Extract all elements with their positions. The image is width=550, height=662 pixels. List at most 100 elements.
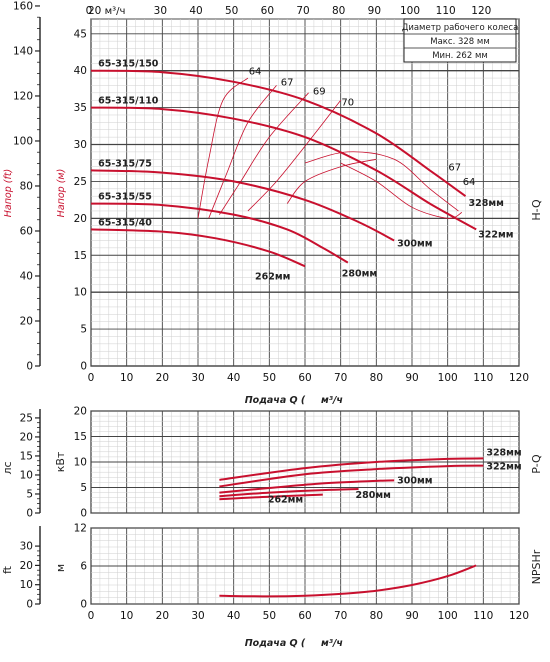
hq-series-label: 262мм: [255, 271, 290, 282]
npsh-x-tick-label: 110: [473, 610, 493, 622]
npsh-x-tick-label: 0: [88, 610, 95, 622]
hq-top-tick-label: 100: [400, 5, 420, 17]
pq-series-label: 280мм: [356, 490, 391, 501]
npsh-x-title: Подача Q (: [245, 638, 306, 649]
hq-series-label: 280мм: [342, 269, 377, 280]
hq-efficiency-label: 64: [249, 66, 262, 77]
hq-top-tick-label: 30: [154, 5, 167, 17]
pq-series-label: 328мм: [486, 447, 521, 458]
hq-top-tick-label: 0: [86, 5, 93, 17]
hq-top-tick-label: 20: [88, 5, 101, 17]
npsh-x-tick-label: 120: [509, 610, 529, 622]
hq-efficiency-label: 67: [448, 162, 461, 173]
hq-y-tick-label: 30: [74, 139, 87, 151]
hq-y-tick-label: 0: [80, 361, 87, 373]
pq-y-tick-label: 20: [74, 406, 87, 418]
pq-series-label: 300мм: [397, 475, 432, 486]
hq-x-tick-label: 10: [120, 372, 133, 384]
hq-y-tick-label: 45: [74, 28, 87, 40]
hq-x-tick-label: 0: [88, 372, 95, 384]
npsh-x-tick-label: 70: [334, 610, 347, 622]
npsh-x-tick-label: 80: [370, 610, 383, 622]
hq-x-tick-label: 110: [473, 372, 493, 384]
hq-model-label: 65-315/40: [98, 217, 152, 228]
hq-top-tick-label: 60: [261, 5, 274, 17]
npsh-x-tick-label: 30: [191, 610, 204, 622]
npsh-series-0: [219, 564, 477, 598]
npsh-ft-axis-tick-label: 30: [20, 541, 33, 553]
hq-model-label: 65-315/150: [98, 59, 159, 70]
hq-efficiency-line: [304, 151, 459, 212]
pq-series-2: [219, 479, 395, 494]
hq-top-tick-label: 110: [436, 5, 456, 17]
legend-min: Мин. 262 мм: [432, 51, 488, 61]
hq-efficiency-label: 67: [281, 77, 294, 88]
pq-series-label: 262мм: [268, 495, 303, 506]
pq-series-3: [219, 488, 359, 498]
legend-max: Макс. 328 мм: [430, 37, 490, 47]
npsh-y-tick-label: 0: [80, 599, 87, 611]
legend-title: Диаметр рабочего колеса: [402, 23, 519, 33]
npsh-x-tick-label: 10: [120, 610, 133, 622]
pq-y-tick-label: 5: [80, 482, 87, 494]
hq-ft-axis-tick-label: 80: [20, 180, 33, 192]
npsh-ft-axis-tick-label: 0: [26, 599, 33, 611]
hq-top-tick-label: 70: [296, 5, 309, 17]
hq-model-label: 65-315/110: [98, 96, 159, 107]
hq-top-tick-label: 80: [332, 5, 345, 17]
pq-hp-axis-tick-label: 15: [20, 450, 33, 462]
hq-efficiency-line: [286, 158, 377, 204]
pq-hp-axis-tick-label: 5: [26, 488, 33, 500]
hq-top-tick-label: 50: [225, 5, 238, 17]
hq-x-title: Подача Q (: [245, 395, 306, 406]
pq-hp-axis-tick-label: 25: [20, 412, 33, 424]
hq-efficiency-line: [247, 99, 342, 212]
npsh-x-tick-label: 100: [438, 610, 458, 622]
hq-y-tick-label: 10: [74, 287, 87, 299]
hq-y-tick-label: 25: [74, 176, 87, 188]
hq-x-tick-label: 50: [263, 372, 276, 384]
hq-model-label: 65-315/75: [98, 158, 152, 169]
hq-series-label: 328мм: [469, 198, 504, 209]
hq-model-label: 65-315/55: [98, 192, 152, 203]
hq-series-label: 322мм: [478, 229, 513, 240]
hq-x-tick-label: 90: [405, 372, 418, 384]
hq-efficiency-label: 64: [463, 177, 476, 188]
npsh-x-unit: м³/ч: [321, 638, 343, 649]
hq-top-tick-label: 90: [368, 5, 381, 17]
hq-efficiency-line: [340, 162, 463, 219]
hq-series-1: [90, 106, 477, 231]
hq-efficiency-label: 70: [341, 97, 354, 108]
hq-x-tick-label: 40: [227, 372, 240, 384]
hq-x-tick-label: 80: [370, 372, 383, 384]
hq-series-label: 300мм: [397, 238, 432, 249]
hq-ft-axis-tick-label: 60: [20, 225, 33, 237]
npsh-x-tick-label: 50: [263, 610, 276, 622]
hq-side-title: H-Q: [530, 199, 543, 221]
npsh-x-tick-label: 90: [405, 610, 418, 622]
hq-ft-axis-tick-label: 100: [13, 135, 33, 147]
hq-efficiency-line: [219, 92, 309, 215]
hq-x-tick-label: 70: [334, 372, 347, 384]
npsh-x-tick-label: 40: [227, 610, 240, 622]
pq-y-tick-label: 10: [74, 457, 87, 469]
pq-series-label: 322мм: [486, 462, 521, 473]
pq-hp-axis-tick-label: 10: [20, 469, 33, 481]
npsh-ft-axis-tick-label: 10: [20, 579, 33, 591]
hq-top-unit: м³/ч: [105, 6, 126, 17]
npsh-x-tick-label: 60: [298, 610, 311, 622]
hq-ft-title: Напор (ft): [3, 169, 14, 218]
hq-top-tick-label: 120: [471, 5, 491, 17]
hq-efficiency-line: [208, 85, 277, 219]
legend-box: [403, 18, 517, 63]
hq-top-tick-label: 40: [189, 5, 202, 17]
pq-hp-title: лс: [1, 461, 14, 474]
hq-ft-axis-tick-label: 40: [20, 270, 33, 282]
hq-ft-axis-tick-label: 0: [26, 361, 33, 373]
hq-efficiency-label: 69: [313, 86, 326, 97]
hq-ft-axis-tick-label: 140: [13, 45, 33, 57]
hq-efficiency-line: [197, 77, 249, 219]
hq-x-tick-label: 20: [156, 372, 169, 384]
